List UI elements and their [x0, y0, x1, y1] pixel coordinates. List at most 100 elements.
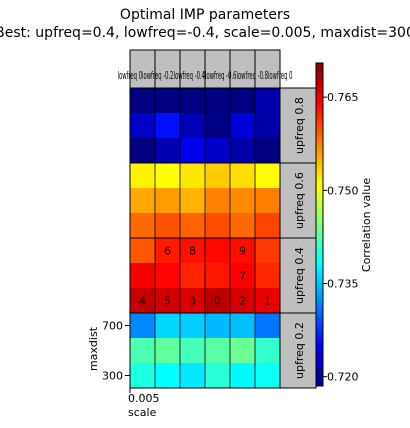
row-group-labels: upfreq 0.8 upfreq 0.6 upfreq 0.4 upfreq 0.2: [279, 87, 317, 389]
colorbar-tick-label: 0.765: [327, 91, 359, 104]
heatmap-cell: [130, 213, 155, 238]
column-header-cell: [129, 49, 156, 89]
heatmap-cell: [155, 113, 180, 138]
heatmap-cell: [230, 263, 255, 288]
x-axis-label: scale: [128, 406, 157, 419]
y-axis-label: maxdist: [87, 326, 100, 371]
heatmap-cell: [230, 88, 255, 113]
heatmap-cell: [205, 288, 230, 313]
heatmap-cell: [180, 163, 205, 188]
heatmap-cell: [180, 313, 205, 338]
row-group-label: upfreq 0.8: [293, 97, 306, 154]
heatmap-cell: [180, 213, 205, 238]
heatmap-cell: [230, 363, 255, 388]
heatmap-cell: [230, 188, 255, 213]
heatmap-cell: [255, 113, 280, 138]
heatmap-cell: [255, 213, 280, 238]
heatmap-cell: [255, 313, 280, 338]
column-header-strip: lowfreq 0lowfreq -0.2lowfreq -0.4lowfreq…: [118, 49, 293, 89]
column-header-cell: [254, 49, 281, 89]
colorbar: 0.720 0.735 0.750 0.765 Correlation value: [315, 62, 373, 387]
heatmap-cell: [130, 138, 155, 163]
heatmap-cell: [205, 138, 230, 163]
heatmap-cell: [255, 288, 280, 313]
heatmap-cell: [230, 113, 255, 138]
heatmap-cell: [180, 288, 205, 313]
heatmap-cell: [205, 363, 230, 388]
colorbar-label: Correlation value: [360, 178, 373, 272]
x-tick-label: 0.005: [128, 392, 160, 405]
cell-annotation: 2: [239, 295, 246, 308]
heatmap-cell: [255, 338, 280, 363]
heatmap-cell: [130, 363, 155, 388]
heatmap-cell: [180, 363, 205, 388]
cell-annotation: 3: [189, 295, 196, 308]
heatmap-cell: [255, 188, 280, 213]
cell-annotation: 9: [239, 245, 246, 258]
row-group-strip: [279, 162, 317, 239]
heatmap-cell: [180, 238, 205, 263]
heatmap-cell: [230, 238, 255, 263]
heatmap-cell: [155, 363, 180, 388]
cell-annotation: 8: [189, 245, 196, 258]
cell-annotation: 5: [164, 295, 171, 308]
heatmap-cell: [180, 338, 205, 363]
heatmap-cells: [130, 88, 280, 388]
heatmap-cell: [180, 138, 205, 163]
row-group-label: upfreq 0.2: [293, 322, 306, 379]
heatmap-cell: [180, 263, 205, 288]
heatmap-cell: [230, 163, 255, 188]
heatmap-cell: [130, 188, 155, 213]
heatmap-cell: [130, 238, 155, 263]
heatmap-cell: [205, 338, 230, 363]
heatmap-cell: [155, 163, 180, 188]
heatmap-cell: [205, 188, 230, 213]
heatmap-cell: [255, 88, 280, 113]
row-group-label: upfreq 0.4: [293, 247, 306, 304]
heatmap-cell: [205, 213, 230, 238]
heatmap-cell: [255, 163, 280, 188]
colorbar-tick-label: 0.750: [327, 184, 359, 197]
heatmap-cell: [180, 113, 205, 138]
heatmap-cell: [230, 338, 255, 363]
heatmap-cell: [155, 188, 180, 213]
column-header-cell: [204, 49, 231, 89]
column-header-labels: lowfreq 0lowfreq -0.2lowfreq -0.4lowfreq…: [118, 70, 293, 82]
y-tick-label: 700: [102, 320, 123, 333]
row-group-strip: [279, 312, 317, 389]
column-header-cell: [154, 49, 181, 89]
heatmap-cell: [155, 288, 180, 313]
cell-annotation: 4: [139, 295, 146, 308]
chart-subtitle: Best: upfreq=0.4, lowfreq=-0.4, scale=0.…: [0, 25, 410, 41]
colorbar-tick-label: 0.735: [327, 278, 359, 291]
heatmap-cell: [180, 188, 205, 213]
cell-annotation: 0: [214, 295, 221, 308]
row-group-label: upfreq 0.6: [293, 172, 306, 229]
heatmap-cell: [130, 113, 155, 138]
heatmap-cell: [155, 213, 180, 238]
heatmap-cell: [130, 338, 155, 363]
heatmap-cell: [205, 238, 230, 263]
column-header-cell: [179, 49, 206, 89]
heatmap-cell: [255, 238, 280, 263]
heatmap-cell: [205, 313, 230, 338]
heatmap-cell: [155, 263, 180, 288]
cell-annotation: 7: [239, 270, 246, 283]
heatmap-cell: [230, 213, 255, 238]
heatmap-cell: [130, 313, 155, 338]
heatmap-cell: [155, 338, 180, 363]
heatmap-cell: [130, 88, 155, 113]
column-header-cell: [229, 49, 256, 89]
colorbar-gradient: [315, 62, 324, 387]
heatmap-cell: [155, 88, 180, 113]
heatmap-cell: [255, 138, 280, 163]
heatmap-cell: [180, 88, 205, 113]
heatmap-cell: [255, 263, 280, 288]
heatmap-cell: [230, 138, 255, 163]
heatmap-cell: [205, 163, 230, 188]
cell-annotation: 6: [164, 245, 171, 258]
heatmap-cell: [205, 113, 230, 138]
cell-annotations: 6 8 9 7 4 5 3 0 2 1: [139, 245, 271, 308]
